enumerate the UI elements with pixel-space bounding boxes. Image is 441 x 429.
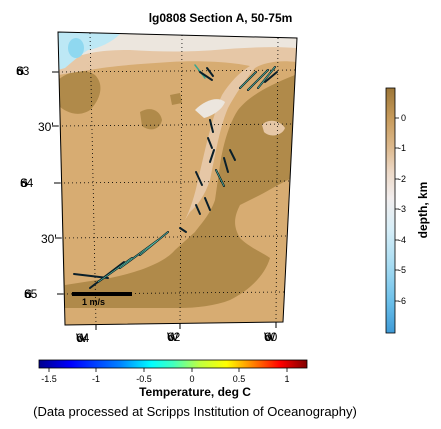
depth-tick-5: -5 — [398, 265, 406, 275]
gridline-lon-60 — [275, 37, 279, 323]
temperature-colorbar-ticks — [48, 368, 288, 372]
current-vector-highlights — [97, 66, 276, 283]
terrain-shallow — [58, 32, 297, 64]
temperature-colorbar-title: Temperature, deg C — [139, 385, 251, 399]
credit-text: (Data processed at Scripps Institution o… — [33, 404, 357, 419]
terrain-shelf-patch — [262, 120, 285, 136]
terrain-shallow-ridge — [195, 99, 225, 118]
terrain-mid-north — [58, 32, 297, 285]
depth-colorbar-gradient — [385, 87, 396, 334]
depth-tick-3: -3 — [398, 204, 406, 214]
temp-tick-4: 0.5 — [233, 374, 246, 384]
gridline-lon-64 — [89, 32, 97, 325]
map-border — [57, 31, 298, 326]
temperature-colorbar-gradient — [38, 359, 308, 369]
map-title: lg0808 Section A, 50-75m — [148, 11, 293, 25]
gridline-lat-64-30 — [60, 235, 288, 239]
depth-tick-0: 0 — [401, 113, 406, 123]
temp-tick-5: 1 — [284, 374, 289, 384]
gridline-lon-62 — [179, 34, 183, 324]
terrain-deep-trough — [262, 128, 297, 175]
temp-tick-0: -1.5 — [41, 374, 57, 384]
scale-bar — [72, 292, 132, 296]
temp-tick-3: 0 — [189, 374, 194, 384]
terrain-deep-pocket-2 — [140, 109, 162, 130]
depth-colorbar-ticks — [395, 117, 399, 302]
terrain-deep-pocket-4 — [258, 93, 272, 108]
depth-tick-6: -6 — [398, 296, 406, 306]
frame-ticks — [52, 71, 277, 330]
depth-colorbar-tick-labels: 0 -1 -2 -3 -4 -5 -6 — [398, 113, 406, 306]
depth-tick-2: -2 — [398, 174, 406, 184]
depth-tick-1: -1 — [398, 143, 406, 153]
terrain-shelf — [58, 32, 297, 220]
coast-cyan — [68, 38, 84, 58]
temp-tick-1: -1 — [92, 374, 100, 384]
terrain-deep-pocket-1 — [58, 70, 101, 114]
terrain-mid-south — [65, 175, 297, 325]
temp-tick-2: -0.5 — [136, 374, 152, 384]
temperature-colorbar-tick-labels: -1.5 -1 -0.5 0 0.5 1 — [41, 374, 289, 384]
terrain-deep-pocket-3 — [170, 93, 182, 105]
scale-label: 1 m/s — [82, 297, 106, 307]
depth-tick-4: -4 — [398, 235, 406, 245]
